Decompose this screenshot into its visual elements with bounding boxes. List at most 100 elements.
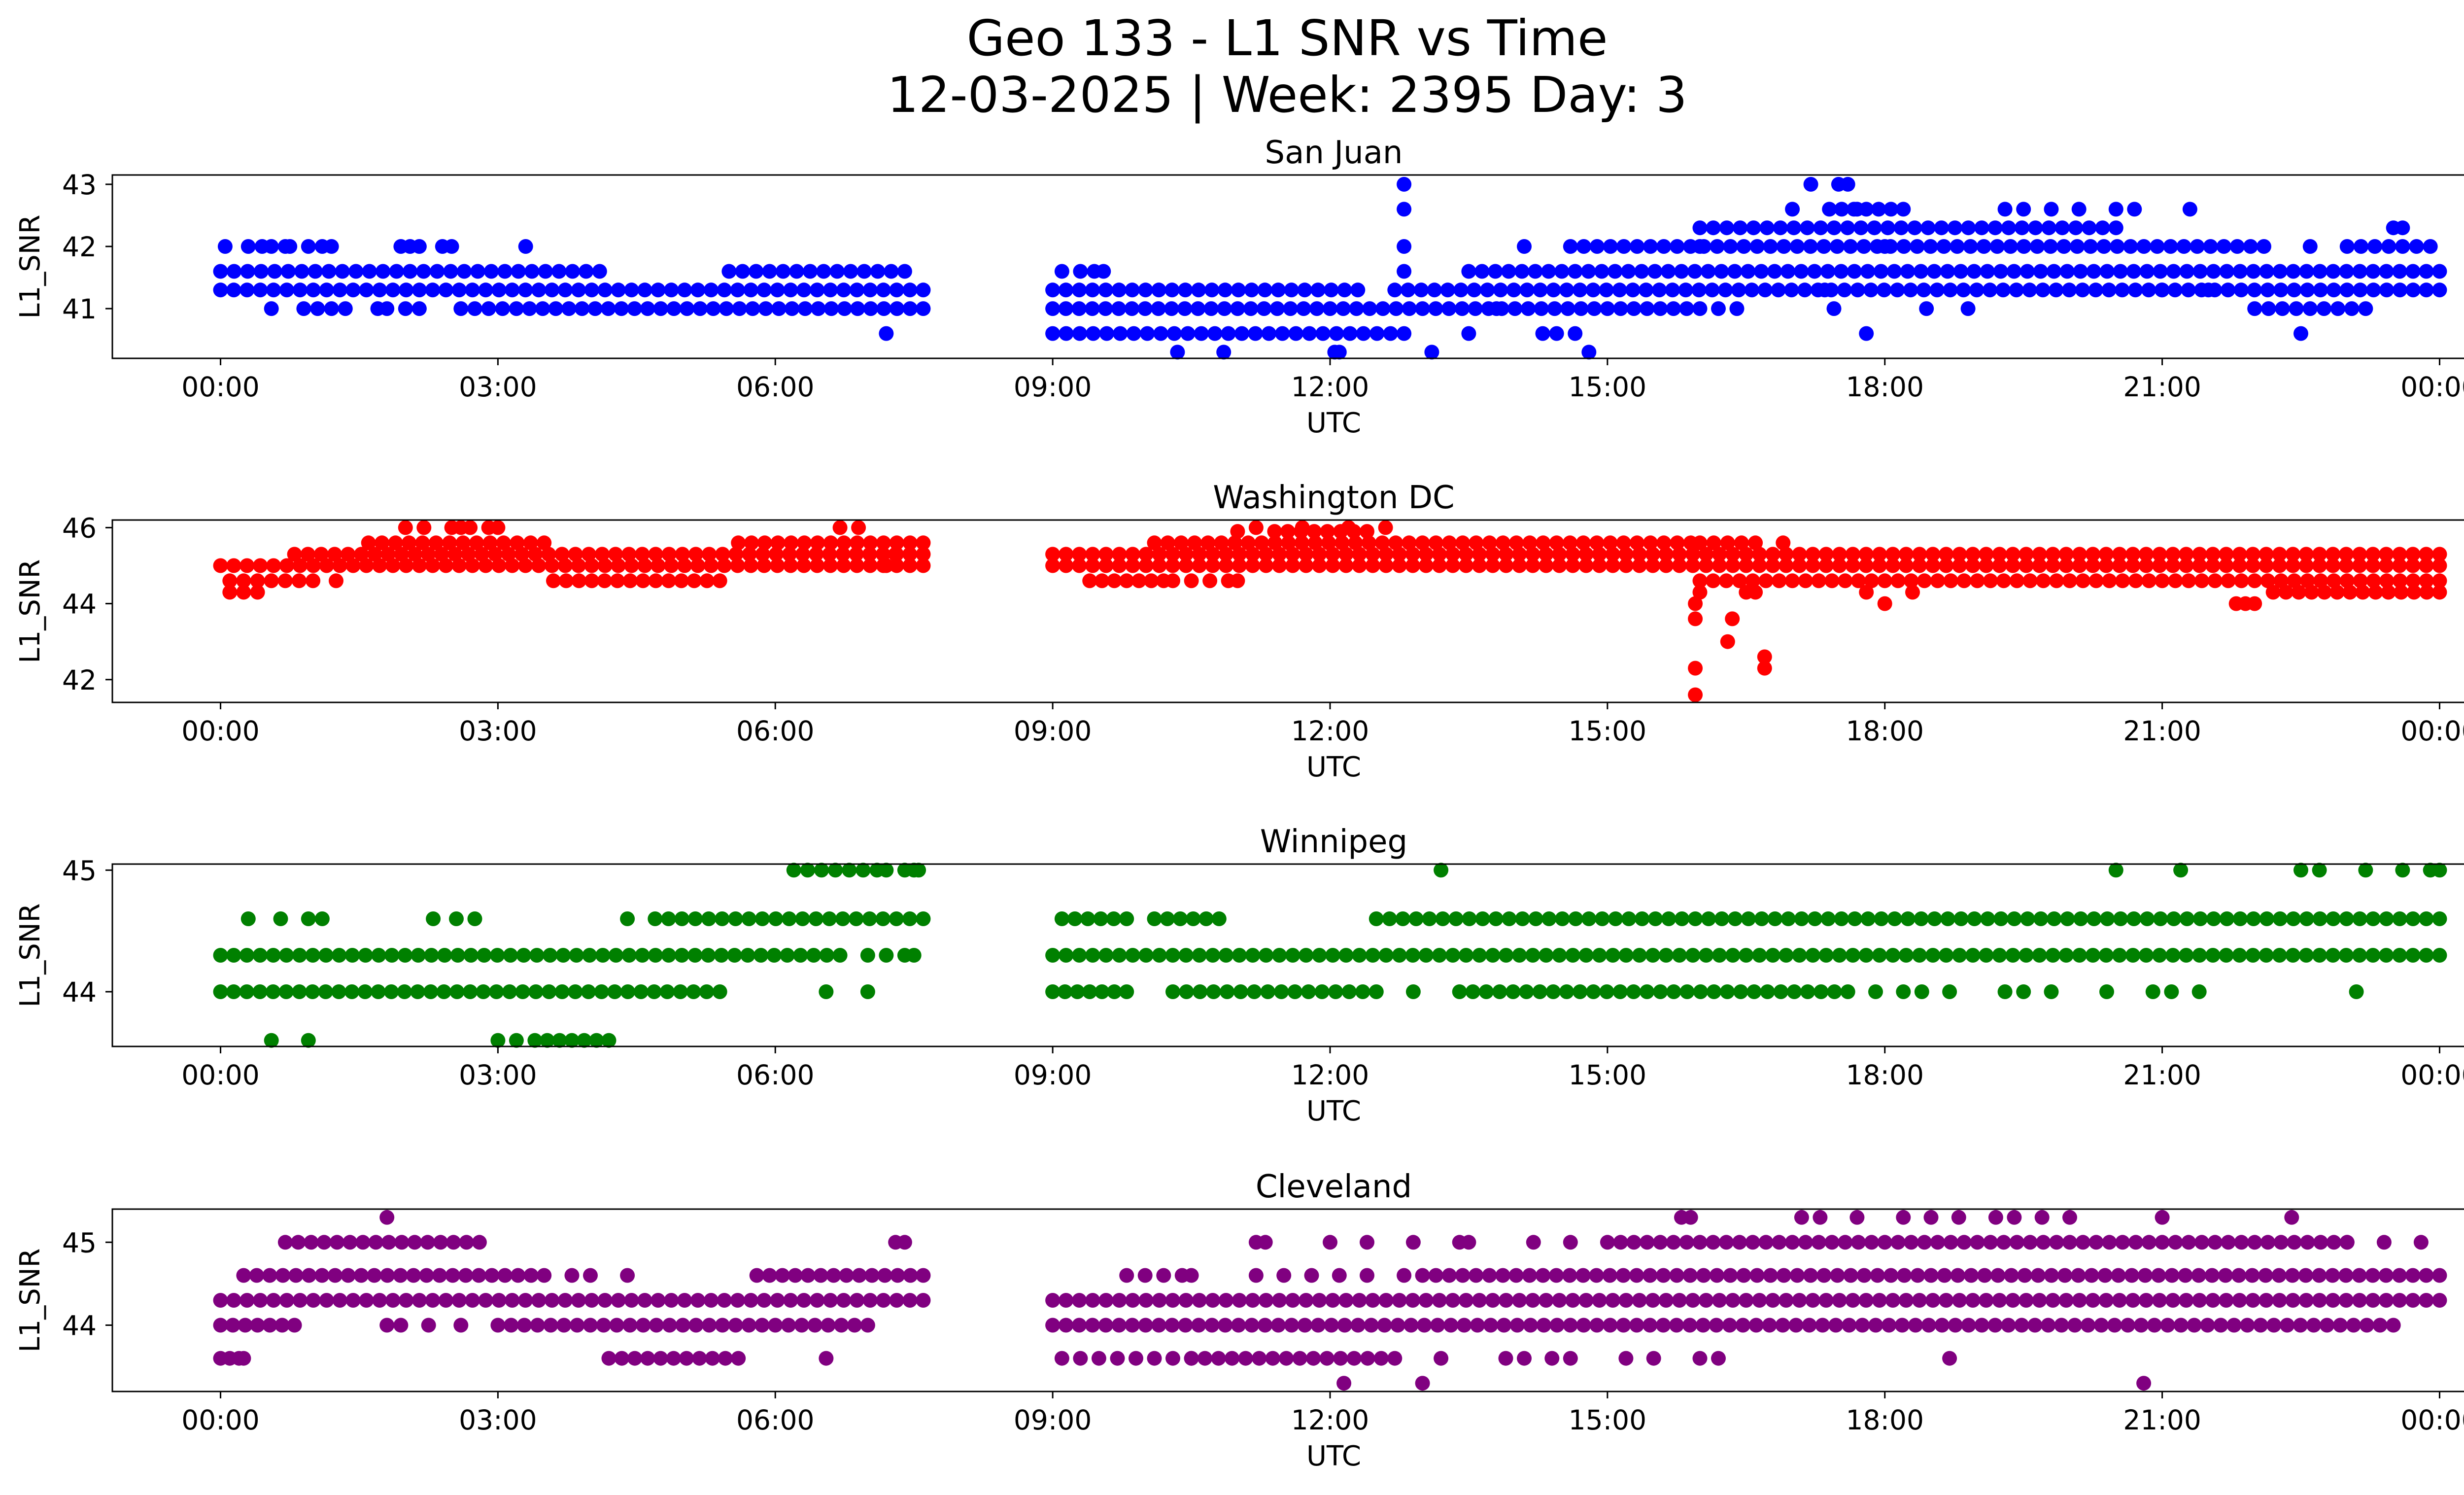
data-point xyxy=(2098,948,2114,963)
data-point xyxy=(1576,1318,1591,1333)
data-point xyxy=(2033,911,2049,926)
data-point xyxy=(1820,264,1836,279)
data-point xyxy=(1693,984,1708,999)
data-point xyxy=(1661,911,1677,926)
figure-title-line1: Geo 133 - L1 SNR vs Time xyxy=(967,9,1608,67)
data-point xyxy=(1519,984,1534,999)
data-point xyxy=(1916,282,1931,298)
data-point xyxy=(787,1268,803,1283)
data-point xyxy=(2006,264,2021,279)
data-point xyxy=(712,573,727,589)
data-point xyxy=(264,301,279,316)
data-point xyxy=(1489,301,1504,316)
data-point xyxy=(1319,1351,1335,1366)
data-point xyxy=(595,948,611,963)
data-point xyxy=(277,1235,293,1250)
data-point xyxy=(2339,547,2354,562)
data-point xyxy=(1748,585,1763,600)
y-tick-label: 41 xyxy=(62,293,97,325)
data-point xyxy=(2368,585,2383,600)
data-point xyxy=(1138,282,1153,298)
data-point xyxy=(828,863,843,878)
data-point xyxy=(1073,1351,1088,1366)
data-point xyxy=(1227,535,1242,551)
data-point xyxy=(664,282,679,298)
data-point xyxy=(1152,558,1167,573)
data-point xyxy=(1244,282,1259,298)
data-point xyxy=(1645,1293,1660,1308)
data-point xyxy=(451,1293,467,1308)
data-point xyxy=(1640,1235,1655,1250)
data-point xyxy=(770,558,785,573)
data-point xyxy=(1966,264,1982,279)
data-point xyxy=(1164,301,1179,316)
data-point xyxy=(1842,1318,1857,1333)
data-point xyxy=(2379,911,2394,926)
data-point xyxy=(2032,547,2047,562)
data-point xyxy=(2088,282,2103,298)
data-point xyxy=(884,264,899,279)
data-point xyxy=(686,573,702,589)
data-point xyxy=(1634,264,1649,279)
data-point xyxy=(849,911,864,926)
data-point xyxy=(1816,239,1831,254)
data-point xyxy=(1397,202,1412,217)
data-point xyxy=(1578,547,1594,562)
data-point xyxy=(1285,1293,1300,1308)
data-point xyxy=(399,558,414,573)
data-point xyxy=(2179,948,2194,963)
data-point xyxy=(2221,282,2236,298)
data-point xyxy=(1874,264,1888,279)
data-point xyxy=(2232,948,2247,963)
data-point xyxy=(2059,264,2075,279)
data-point xyxy=(2139,1293,2154,1308)
data-point xyxy=(2339,558,2354,573)
data-point xyxy=(497,264,513,279)
data-point xyxy=(2339,282,2355,298)
data-point xyxy=(1688,596,1703,611)
data-point xyxy=(732,301,747,316)
data-point xyxy=(1942,1351,1957,1366)
data-point xyxy=(1085,1293,1100,1308)
data-point xyxy=(1834,911,1849,926)
data-point xyxy=(622,1318,638,1333)
data-point xyxy=(1193,984,1208,999)
data-point xyxy=(2312,547,2327,562)
data-point xyxy=(1979,948,1994,963)
data-point xyxy=(2001,220,2016,236)
scatter-series xyxy=(213,520,2447,702)
data-point xyxy=(1096,264,1111,279)
y-tick-label: 42 xyxy=(62,231,97,263)
data-point xyxy=(1428,1268,1443,1283)
data-point xyxy=(1095,984,1110,999)
data-point xyxy=(2155,1210,2170,1225)
data-point xyxy=(749,264,764,279)
data-point xyxy=(1352,1293,1367,1308)
data-point xyxy=(1482,535,1497,551)
data-point xyxy=(2060,911,2075,926)
data-point xyxy=(1405,547,1420,562)
data-point xyxy=(601,301,616,316)
data-point xyxy=(344,984,360,999)
data-point xyxy=(1137,301,1153,316)
data-point xyxy=(1164,282,1180,298)
data-point xyxy=(814,863,829,878)
data-point xyxy=(1395,911,1410,926)
data-point xyxy=(647,984,662,999)
data-point xyxy=(1512,1293,1527,1308)
x-tick-label: 18:00 xyxy=(1846,371,1924,403)
data-point xyxy=(766,948,782,963)
data-point xyxy=(2085,547,2100,562)
data-point xyxy=(1288,326,1303,341)
data-point xyxy=(2139,558,2154,573)
data-point xyxy=(1603,535,1618,551)
data-point xyxy=(491,1293,507,1308)
data-point xyxy=(1336,1376,1352,1391)
data-point xyxy=(1658,547,1674,562)
data-point xyxy=(2085,558,2100,573)
data-point xyxy=(1858,547,1874,562)
data-point xyxy=(1498,1351,1513,1366)
data-point xyxy=(2339,911,2354,926)
data-point xyxy=(1184,573,1199,589)
